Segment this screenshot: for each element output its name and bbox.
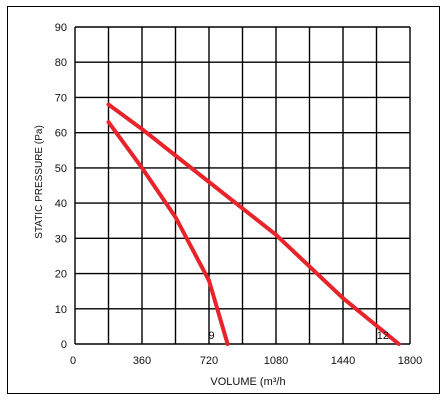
curve-labels: 9 12 — [209, 330, 389, 342]
x-tick-label: 360 — [133, 355, 151, 367]
grid — [74, 26, 411, 345]
x-tick-label: 1800 — [398, 355, 422, 367]
chart-frame — [7, 6, 440, 394]
curve-label-12: 12 — [377, 330, 389, 342]
x-tick-label: 0 — [70, 355, 76, 367]
x-axis-title: VOLUME (m³/h — [210, 376, 285, 388]
y-tick-label: 10 — [55, 304, 67, 316]
curve-9 — [106, 120, 230, 346]
y-tick-label: 20 — [55, 269, 67, 281]
y-axis-title: STATIC PRESSURE (Pa) — [34, 125, 45, 239]
y-tick-label: 60 — [55, 128, 67, 140]
y-tick-label: 50 — [55, 163, 67, 175]
y-tick-label: 70 — [55, 92, 67, 104]
y-tick-label: 0 — [61, 339, 67, 351]
curve-label-9: 9 — [209, 330, 215, 342]
y-tick-label: 90 — [55, 22, 67, 34]
x-tick-label: 720 — [200, 355, 218, 367]
x-tick-labels: 0 360 720 1080 1440 1800 — [70, 355, 422, 367]
curves — [106, 102, 401, 346]
y-tick-label: 80 — [55, 57, 67, 69]
curve-12 — [106, 102, 401, 346]
y-tick-label: 40 — [55, 198, 67, 210]
x-tick-label: 1080 — [264, 355, 288, 367]
y-tick-label: 30 — [55, 233, 67, 245]
y-tick-labels: 0 10 20 30 40 50 60 70 80 90 — [55, 22, 67, 351]
x-tick-label: 1440 — [331, 355, 355, 367]
